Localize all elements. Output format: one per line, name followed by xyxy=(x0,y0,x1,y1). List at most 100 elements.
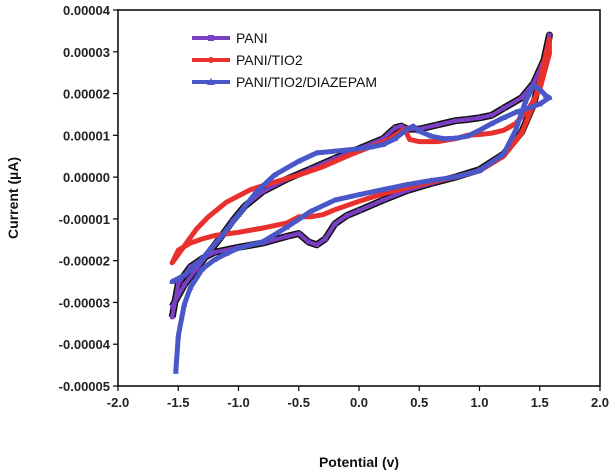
data-point xyxy=(417,139,422,144)
data-point xyxy=(380,191,386,197)
x-axis-title: Potential (v) xyxy=(319,454,399,470)
data-point xyxy=(465,117,470,122)
data-point xyxy=(512,109,519,115)
data-point xyxy=(212,233,217,238)
data-point xyxy=(248,187,253,192)
y-tick-label: 0.00004 xyxy=(63,3,111,18)
series-layer xyxy=(168,31,553,374)
data-point xyxy=(356,199,362,204)
data-point xyxy=(501,128,506,133)
data-point xyxy=(452,173,459,180)
data-point xyxy=(224,199,229,205)
data-point xyxy=(313,149,321,156)
data-point xyxy=(489,113,494,118)
data-point xyxy=(476,127,483,133)
data-point xyxy=(542,92,549,98)
legend-label: PANI/TIO2/DIAZEPAM xyxy=(236,74,377,90)
data-point xyxy=(547,37,552,42)
data-point xyxy=(283,224,290,230)
data-point xyxy=(181,272,188,278)
data-point xyxy=(187,284,194,291)
legend: PANI PANI/TIO2 PANI/TIO2/DIAZEPAM xyxy=(192,30,377,90)
legend-item: PANI xyxy=(192,30,268,46)
legend-marker xyxy=(208,57,214,63)
x-tick-label: 0.5 xyxy=(410,395,428,410)
data-point xyxy=(546,94,553,100)
data-point xyxy=(428,132,435,139)
y-tick-label: -0.00002 xyxy=(59,254,110,269)
data-point xyxy=(539,68,545,73)
data-point xyxy=(500,114,507,120)
data-point xyxy=(367,143,375,150)
data-point xyxy=(379,186,387,192)
data-point xyxy=(477,115,482,120)
data-point xyxy=(308,214,313,219)
data-point xyxy=(380,136,386,141)
data-point xyxy=(398,123,404,129)
data-point xyxy=(176,248,181,253)
data-point xyxy=(453,118,458,123)
x-tick-label: 2.0 xyxy=(591,395,609,410)
y-tick-label: -0.00005 xyxy=(59,379,110,394)
data-point xyxy=(476,167,483,174)
legend-item: PANI/TIO2 xyxy=(192,52,303,68)
data-point xyxy=(392,125,398,131)
data-point xyxy=(170,314,175,320)
data-point xyxy=(536,86,543,92)
data-point xyxy=(332,221,338,227)
data-point xyxy=(331,148,339,154)
data-point xyxy=(223,250,230,256)
data-point xyxy=(260,189,265,194)
series-pani-tio2-diazepam xyxy=(169,82,553,374)
data-point xyxy=(271,171,278,178)
data-point xyxy=(296,172,301,178)
legend-label: PANI/TIO2 xyxy=(236,52,303,68)
data-point xyxy=(547,51,552,57)
data-point xyxy=(235,244,242,251)
data-point xyxy=(169,278,176,284)
data-point xyxy=(440,135,447,141)
data-point xyxy=(524,104,531,111)
data-point xyxy=(181,301,188,307)
data-point xyxy=(199,255,206,261)
data-point xyxy=(404,125,411,132)
x-tick-label: -1.5 xyxy=(167,395,189,410)
data-point xyxy=(331,196,339,203)
y-tick-label: 0.00002 xyxy=(63,87,110,102)
y-tick-label: -0.00004 xyxy=(59,337,111,352)
data-point xyxy=(379,141,387,147)
data-point xyxy=(380,197,386,203)
data-point xyxy=(501,105,506,111)
data-point xyxy=(519,95,524,100)
data-point xyxy=(199,265,206,272)
data-point xyxy=(296,231,301,236)
data-point xyxy=(295,158,302,164)
data-point xyxy=(332,207,338,212)
data-point xyxy=(194,227,199,232)
data-point xyxy=(500,150,507,157)
legend-item: PANI/TIO2/DIAZEPAM xyxy=(192,74,377,90)
data-point xyxy=(435,139,440,144)
data-point xyxy=(519,131,524,136)
data-point xyxy=(182,243,187,249)
data-point xyxy=(410,122,417,129)
x-tick-label: 1.5 xyxy=(531,395,549,410)
data-point xyxy=(211,256,218,263)
data-point xyxy=(404,181,411,187)
data-point xyxy=(323,236,328,242)
data-point xyxy=(306,239,311,245)
data-point xyxy=(176,281,181,286)
data-point xyxy=(170,304,175,309)
data-point xyxy=(260,225,265,231)
y-tick-label: 0.00001 xyxy=(63,128,110,143)
legend-label: PANI xyxy=(236,30,268,46)
data-point xyxy=(530,82,537,88)
data-point xyxy=(464,132,471,139)
data-point xyxy=(547,32,552,38)
data-point xyxy=(307,208,314,214)
data-point xyxy=(212,250,217,255)
data-point xyxy=(344,154,350,159)
data-point xyxy=(356,208,362,213)
data-point xyxy=(188,240,193,246)
x-tick-label: -2.0 xyxy=(107,395,129,410)
